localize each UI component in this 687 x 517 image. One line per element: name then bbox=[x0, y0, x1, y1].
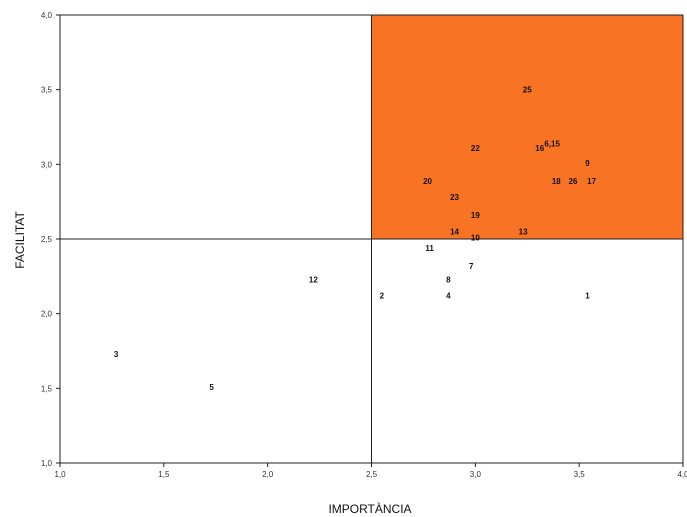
data-point-label: 9 bbox=[585, 159, 590, 168]
data-point-label: 5 bbox=[209, 383, 214, 392]
highlight-quadrant bbox=[371, 15, 683, 239]
data-point-label: 19 bbox=[471, 211, 480, 220]
data-point-label: 10 bbox=[471, 234, 480, 243]
x-tick-label: 1,0 bbox=[54, 470, 66, 479]
y-tick-label: 2,0 bbox=[41, 310, 53, 319]
data-point-label: 12 bbox=[309, 275, 318, 284]
y-tick-label: 4,0 bbox=[41, 11, 53, 20]
data-point-label: 18 bbox=[552, 177, 561, 186]
data-point-label: 8 bbox=[446, 275, 451, 284]
data-point-label: 4 bbox=[446, 292, 451, 301]
x-axis-ticks: 1,0 1,5 2,0 2,5 3,0 3,5 4,0 bbox=[54, 463, 687, 479]
data-point-label: 13 bbox=[519, 228, 528, 237]
data-point-label: 23 bbox=[450, 193, 459, 202]
x-tick-label: 1,5 bbox=[158, 470, 170, 479]
y-tick-label: 1,0 bbox=[41, 459, 53, 468]
data-point-label: 11 bbox=[425, 244, 434, 253]
y-tick-label: 1,5 bbox=[41, 384, 53, 393]
data-point-label: 1 bbox=[585, 292, 590, 301]
x-tick-label: 3,5 bbox=[574, 470, 586, 479]
x-tick-label: 2,5 bbox=[366, 470, 378, 479]
data-point-label: 25 bbox=[523, 86, 532, 95]
data-point-label: 26 bbox=[568, 177, 577, 186]
data-point-label: 6,15 bbox=[544, 139, 560, 148]
data-point-label: 20 bbox=[423, 177, 432, 186]
data-point-label: 17 bbox=[587, 177, 596, 186]
x-tick-label: 4,0 bbox=[677, 470, 687, 479]
x-tick-label: 2,0 bbox=[262, 470, 274, 479]
data-point-label: 22 bbox=[471, 144, 480, 153]
data-point-label: 16 bbox=[535, 144, 544, 153]
x-axis-title: IMPORTÀNCIA bbox=[328, 501, 411, 516]
y-axis-ticks: 1,0 1,5 2,0 2,5 3,0 3,5 4,0 bbox=[41, 11, 60, 468]
data-point-label: 3 bbox=[114, 350, 119, 359]
data-point-label: 14 bbox=[450, 228, 459, 237]
y-tick-label: 3,5 bbox=[41, 86, 53, 95]
data-point-label: 2 bbox=[380, 292, 385, 301]
y-tick-label: 3,0 bbox=[41, 160, 53, 169]
x-tick-label: 3,0 bbox=[470, 470, 482, 479]
y-axis-title: FACILITAT bbox=[13, 211, 27, 269]
y-tick-label: 2,5 bbox=[41, 235, 53, 244]
data-point-label: 7 bbox=[469, 262, 474, 271]
